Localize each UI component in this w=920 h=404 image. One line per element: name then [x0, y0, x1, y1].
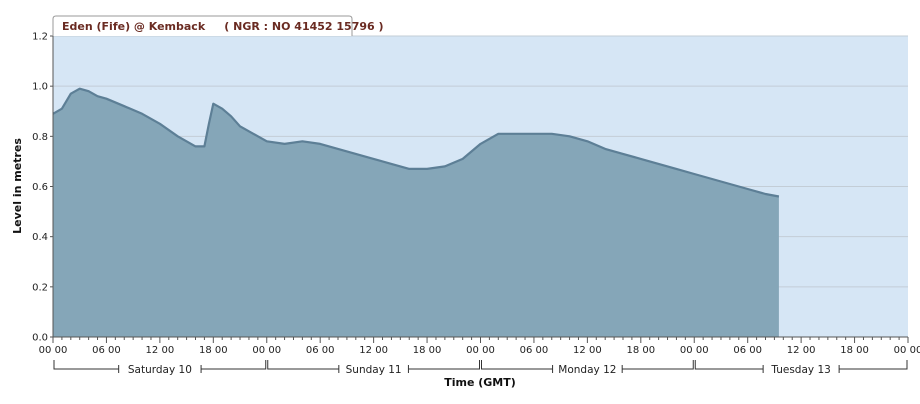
day-bracket-right	[408, 360, 480, 370]
day-bracket-left	[694, 360, 764, 370]
x-tick-label: 00 00	[39, 345, 68, 356]
y-tick-label: 1.2	[32, 32, 48, 43]
x-tick-label: 12 00	[146, 345, 175, 356]
level-line	[52, 87, 780, 198]
x-tick-label: 00 00	[252, 345, 281, 356]
station-title: Eden (Fife) @ Kemback ( NGR : NO 41452 1…	[62, 20, 384, 33]
x-tick-label: 00 00	[680, 345, 709, 356]
x-tick-label: 00 00	[894, 345, 920, 356]
x-tick-label: 18 00	[626, 345, 655, 356]
day-brackets: Saturday 10 Sunday 11 Monday 12 Tuesday 13	[53, 360, 908, 376]
x-tick-label: 12 00	[359, 345, 388, 356]
x-tick-label: 12 00	[787, 345, 816, 356]
day-bracket-left	[53, 360, 119, 370]
x-tick-labels: 00 00 06 00 12 00 18 00 00 00 06 00 12 00 18 00…	[39, 345, 920, 356]
day-bracket-right	[201, 360, 267, 370]
day-bracket-left	[267, 360, 339, 370]
day-label: Sunday 11	[346, 364, 402, 376]
y-tick-label: 0.8	[32, 132, 48, 143]
y-tick-label: 0.4	[32, 232, 48, 243]
x-tick-label: 06 00	[92, 345, 121, 356]
x-tick-label: 06 00	[306, 345, 335, 356]
x-tick-label: 12 00	[573, 345, 602, 356]
y-axis-title: Level in metres	[11, 138, 24, 234]
y-tick-label: 0.6	[32, 182, 48, 193]
day-bracket-right	[839, 360, 908, 370]
day-bracket-left	[481, 360, 553, 370]
x-tick-label: 18 00	[199, 345, 228, 356]
day-label: Monday 12	[558, 364, 616, 376]
x-axis-title: Time (GMT)	[444, 376, 516, 389]
station-title-tab: Eden (Fife) @ Kemback ( NGR : NO 41452 1…	[52, 15, 384, 36]
y-tick-label: 0.0	[32, 333, 48, 344]
x-tick-label: 06 00	[733, 345, 762, 356]
x-tick-label: 00 00	[466, 345, 495, 356]
y-tick-labels: 0.0 0.2 0.4 0.6 0.8 1.0 1.2	[32, 32, 48, 344]
day-label: Tuesday 13	[770, 364, 830, 376]
tab-border	[52, 15, 353, 36]
day-bracket-right	[622, 360, 694, 370]
x-tick-label: 18 00	[840, 345, 869, 356]
level-area	[53, 88, 779, 337]
axes	[50, 35, 909, 343]
y-tick-label: 1.0	[32, 82, 48, 93]
x-tick-label: 18 00	[413, 345, 442, 356]
y-tick-label: 0.2	[32, 282, 48, 293]
x-tick-label: 06 00	[520, 345, 549, 356]
day-label: Saturday 10	[128, 364, 192, 376]
